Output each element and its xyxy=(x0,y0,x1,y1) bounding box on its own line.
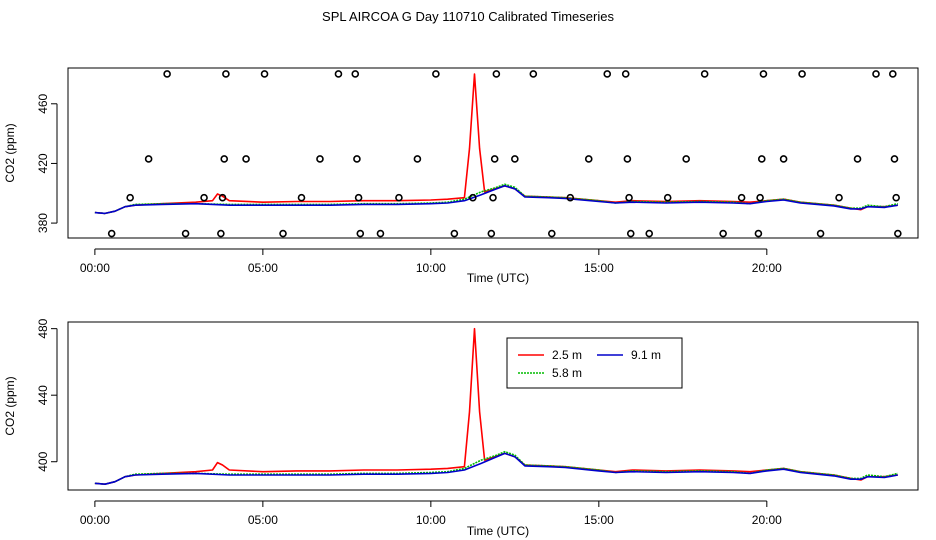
legend-box xyxy=(506,337,683,389)
data-point-marker xyxy=(353,155,361,163)
data-point-marker xyxy=(144,155,153,163)
data-point-marker xyxy=(759,70,768,78)
data-point-marker xyxy=(316,155,324,163)
data-point-marker xyxy=(222,70,230,78)
y-tick-label: 380 xyxy=(36,213,50,233)
data-point-marker xyxy=(487,229,496,238)
series-line-2-5-m xyxy=(94,73,898,215)
data-point-marker xyxy=(625,193,633,202)
data-point-marker xyxy=(872,70,880,78)
data-point-marker xyxy=(351,70,360,78)
bottom-panel: 00:00 05:00 10:00 15:00 20:00 Time (UTC) 400 44… xyxy=(3,318,919,538)
data-point-marker xyxy=(779,155,788,163)
data-point-marker xyxy=(432,70,440,78)
data-point-marker xyxy=(584,155,593,163)
y-axis-label: CO2 (ppm) xyxy=(3,123,17,182)
data-point-marker xyxy=(719,229,727,238)
x-tick-label: 05:00 xyxy=(248,261,278,275)
data-point-marker xyxy=(279,229,287,238)
data-point-marker xyxy=(754,229,763,238)
x-tick-label: 20:00 xyxy=(752,513,782,527)
data-point-marker xyxy=(890,155,899,163)
data-point-marker xyxy=(892,193,900,202)
x-axis-label: Time (UTC) xyxy=(467,524,529,538)
data-point-marker xyxy=(376,229,385,238)
data-point-marker xyxy=(218,193,227,202)
data-point-marker xyxy=(889,70,897,78)
data-point-marker xyxy=(511,155,519,163)
x-tick-label: 10:00 xyxy=(416,261,446,275)
data-point-marker xyxy=(756,193,764,202)
data-point-marker xyxy=(126,193,134,202)
data-point-marker xyxy=(566,193,575,202)
data-point-marker xyxy=(395,193,403,202)
data-point-marker xyxy=(603,70,612,78)
data-point-marker xyxy=(107,229,116,238)
x-axis-label: Time (UTC) xyxy=(467,271,529,285)
data-point-marker xyxy=(334,70,343,78)
data-point-marker xyxy=(492,70,501,78)
legend-label: 9.1 m xyxy=(631,348,661,362)
data-point-marker xyxy=(645,229,654,238)
data-point-marker xyxy=(200,193,208,202)
x-tick-label: 20:00 xyxy=(752,261,782,275)
x-tick-label: 15:00 xyxy=(584,261,614,275)
plot-frame xyxy=(67,67,919,239)
data-point-marker xyxy=(682,155,690,163)
y-tick-label: 400 xyxy=(36,451,50,471)
data-point-marker xyxy=(242,155,250,163)
series-line-9-1-m xyxy=(94,185,898,215)
data-point-marker xyxy=(853,155,862,163)
data-point-marker xyxy=(623,155,632,163)
data-point-marker xyxy=(356,229,365,238)
data-point-marker xyxy=(529,70,538,78)
data-point-marker xyxy=(260,70,269,78)
data-point-marker xyxy=(450,229,459,238)
data-point-marker xyxy=(181,229,190,238)
data-point-marker xyxy=(547,229,556,238)
data-point-marker xyxy=(835,193,843,202)
y-tick-label: 420 xyxy=(36,153,50,173)
data-point-marker xyxy=(894,229,902,238)
data-point-marker xyxy=(297,193,306,202)
series-line-9-1-m xyxy=(94,452,898,486)
figure-title: SPL AIRCOA G Day 110710 Calibrated Times… xyxy=(322,9,614,24)
x-tick-label: 00:00 xyxy=(80,513,110,527)
data-point-marker xyxy=(798,70,806,78)
series-line-5-8-m xyxy=(94,450,898,486)
x-tick-label: 05:00 xyxy=(248,513,278,527)
legend-label: 2.5 m xyxy=(552,348,582,362)
data-point-marker xyxy=(757,155,766,163)
data-point-marker xyxy=(163,70,171,78)
data-point-marker xyxy=(469,193,477,202)
data-point-marker xyxy=(354,193,363,202)
data-point-marker xyxy=(626,229,635,238)
y-tick-label: 440 xyxy=(36,385,50,405)
legend: 2.5 m 9.1 m 5.8 m xyxy=(506,337,683,389)
data-point-marker xyxy=(490,155,499,163)
y-axis-label: CO2 (ppm) xyxy=(3,376,17,435)
data-point-marker xyxy=(663,193,672,202)
data-point-marker xyxy=(816,229,825,238)
marker-series xyxy=(107,70,902,238)
x-tick-label: 00:00 xyxy=(80,261,110,275)
data-point-marker xyxy=(413,155,422,163)
x-tick-label: 10:00 xyxy=(416,513,446,527)
data-point-marker xyxy=(737,193,746,202)
series-line-2-5-m xyxy=(94,327,898,486)
y-tick-label: 460 xyxy=(36,93,50,113)
data-point-marker xyxy=(489,193,497,202)
plot-frame xyxy=(67,321,919,491)
data-point-marker xyxy=(700,70,709,78)
data-point-marker xyxy=(621,70,630,78)
data-point-marker xyxy=(217,229,225,238)
top-panel: 00:00 05:00 10:00 15:00 20:00 Time (UTC) 380 42… xyxy=(3,67,919,285)
data-point-marker xyxy=(220,155,229,163)
legend-label: 5.8 m xyxy=(552,366,582,380)
y-tick-label: 480 xyxy=(36,318,50,338)
x-tick-label: 15:00 xyxy=(584,513,614,527)
